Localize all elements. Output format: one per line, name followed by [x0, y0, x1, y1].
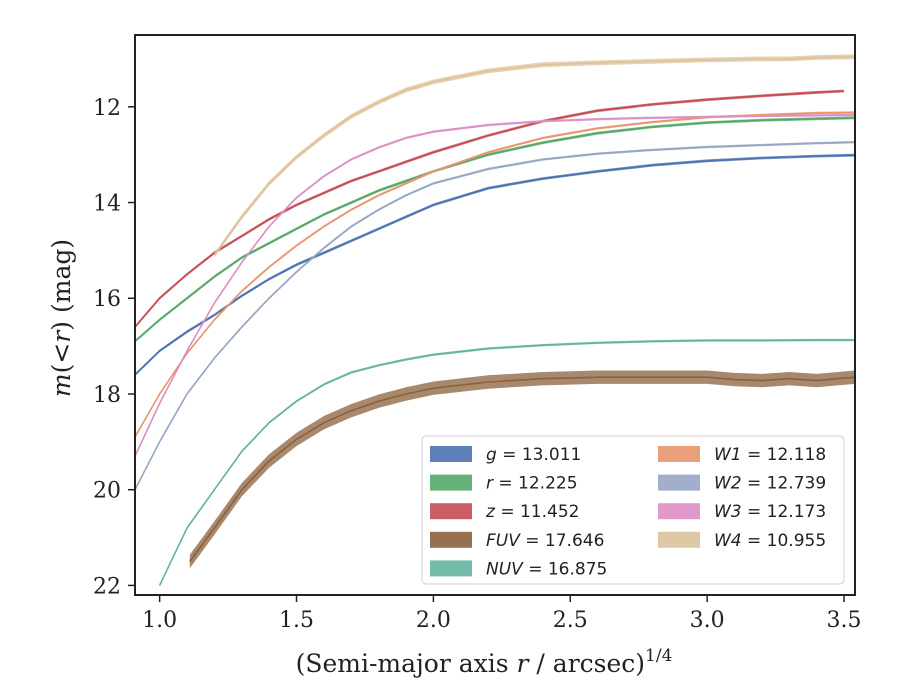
series-line-fuv	[189, 376, 855, 562]
legend-swatch-w3	[658, 503, 700, 520]
series-line-r	[135, 117, 855, 342]
series-line-w3	[135, 114, 855, 457]
legend-swatch-w4	[658, 531, 700, 548]
series-band-w1	[135, 111, 855, 439]
series-band-w3	[135, 113, 855, 458]
legend-label-w1: W1 = 12.118	[714, 445, 826, 465]
series-line-nuv	[158, 339, 855, 586]
y-tick-label: 12	[93, 96, 121, 121]
legend-swatch-g	[430, 446, 472, 462]
y-tick-label: 22	[93, 574, 121, 599]
y-tick-label: 18	[93, 383, 121, 408]
legend-swatch-z	[430, 503, 472, 520]
legend-box	[421, 435, 845, 585]
series-line-w1	[135, 111, 855, 438]
legend-label-w4: W4 = 10.955	[714, 531, 826, 551]
x-tick-label: 3.5	[827, 608, 862, 633]
series-line-g	[135, 154, 855, 376]
legend: g = 13.011 r = 12.225 z = 11.452 FUV = 17.6…	[421, 435, 845, 585]
series-layer	[135, 54, 855, 587]
plot-frame	[134, 34, 856, 596]
series-line-w4	[213, 56, 855, 256]
legend-swatch-w2	[658, 474, 700, 491]
x-tick-label: 3.0	[690, 608, 725, 633]
x-tick-label: 1.5	[279, 608, 314, 633]
legend-label-g: g = 13.011	[486, 445, 581, 465]
legend-label-w2: W2 = 12.739	[714, 474, 826, 494]
legend-swatch-w1	[658, 446, 700, 462]
legend-label-z: z = 11.452	[485, 502, 579, 522]
y-tick-label: 16	[93, 287, 121, 312]
x-tick-label: 2.0	[416, 608, 451, 633]
y-tick-label: 14	[93, 192, 121, 217]
legend-label-r: r = 12.225	[486, 474, 578, 494]
y-tick-label: 20	[93, 479, 121, 504]
series-line-w2	[135, 141, 855, 491]
ticks-layer: 1.0 1.5 2.0 2.5 3.0 3.5 12 14 16 18 20 22	[93, 96, 862, 633]
legend-swatch-fuv	[430, 531, 472, 548]
series-band-w4	[214, 54, 855, 258]
x-axis-label: (Semi-major axis r / arcsec)1/4	[296, 646, 673, 678]
legend-swatch-r	[430, 474, 472, 491]
x-tick-label: 2.5	[553, 608, 588, 633]
legend-label-w3: W3 = 12.173	[714, 502, 826, 522]
legend-label-nuv: NUV = 16.875	[486, 559, 607, 579]
x-tick-label: 1.0	[142, 608, 177, 633]
y-axis-label: m(<r) (mag)	[47, 239, 76, 397]
legend-label-fuv: FUV = 17.646	[486, 531, 604, 551]
legend-swatch-nuv	[430, 560, 472, 577]
